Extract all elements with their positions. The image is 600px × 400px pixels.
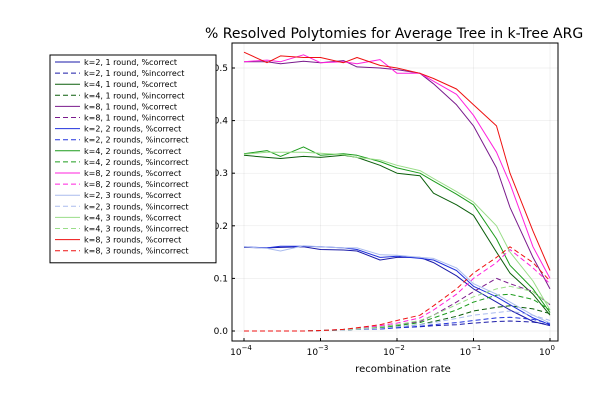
legend-label-3: k=4, 1 round, %correct — [84, 80, 177, 89]
series-line-1 — [243, 246, 551, 327]
legend-label-5: k=8, 1 round, %correct — [84, 102, 177, 111]
legend-label-10: k=4, 2 rounds, %incorrect — [84, 158, 189, 167]
x-axis-label: recombination rate — [355, 364, 451, 375]
legend-label-9: k=4, 2 rounds, %correct — [84, 147, 181, 156]
y-tick-label: 0.3 — [214, 169, 228, 179]
legend-label-18: k=8, 3 rounds, %incorrect — [84, 247, 189, 256]
legend: k=2, 1 round, %correct k=2, 1 round, %inc… — [49, 54, 217, 264]
y-axis: 0.0 0.1 0.2 0.3 0.4 0.5 — [214, 64, 235, 337]
legend-label-11: k=8, 2 rounds, %correct — [84, 169, 181, 178]
legend-label-1: k=2, 1 round, %correct — [84, 58, 177, 67]
legend-label-4: k=4, 1 round, %incorrect — [84, 91, 184, 100]
series-line-17 — [243, 51, 551, 271]
series-line-15 — [243, 151, 551, 311]
series-line-13 — [243, 245, 551, 324]
legend-box — [49, 54, 217, 264]
plot-frame — [231, 42, 559, 342]
grid — [232, 43, 558, 341]
x-tick-label: 10−3 — [307, 344, 329, 358]
series-lines — [243, 51, 551, 332]
legend-label-17: k=8, 3 rounds, %correct — [84, 236, 181, 245]
y-tick-label: 0.1 — [214, 274, 228, 284]
x-tick-exponent: −2 — [395, 344, 405, 352]
series-line-9 — [243, 146, 551, 313]
x-tick-exponent: −4 — [242, 344, 253, 352]
legend-label-2: k=2, 1 round, %incorrect — [84, 69, 184, 78]
legend-label-13: k=2, 3 rounds, %correct — [84, 191, 181, 200]
legend-label-6: k=8, 1 round, %incorrect — [84, 114, 184, 123]
x-tick-label: 100 — [539, 344, 555, 358]
x-tick-base: 10 — [307, 348, 319, 358]
x-tick-base: 10 — [460, 348, 472, 358]
x-tick-label: 10−2 — [383, 344, 405, 358]
series-line-3 — [243, 154, 551, 316]
legend-label-16: k=4, 3 rounds, %incorrect — [84, 225, 189, 234]
x-tick-base: 10 — [230, 348, 242, 358]
legend-label-12: k=8, 2 rounds, %incorrect — [84, 180, 189, 189]
legend-label-15: k=4, 3 rounds, %correct — [84, 213, 181, 222]
chart-title: % Resolved Polytomies for Average Tree i… — [205, 26, 583, 42]
y-tick-label: 0.4 — [214, 117, 229, 127]
x-axis: 10−4 10−3 10−2 10−1 100 — [230, 338, 555, 358]
y-tick-label: 0.2 — [214, 222, 228, 232]
x-tick-label: 10−1 — [460, 344, 482, 358]
legend-label-8: k=2, 2 rounds, %incorrect — [84, 136, 189, 145]
legend-label-7: k=2, 2 rounds, %correct — [84, 125, 181, 134]
x-tick-base: 10 — [383, 348, 395, 358]
x-tick-base: 10 — [539, 348, 551, 358]
legend-label-14: k=2, 3 rounds, %incorrect — [84, 202, 189, 211]
series-line-18 — [244, 246, 551, 332]
x-tick-exponent: −1 — [471, 344, 481, 352]
x-tick-exponent: −3 — [318, 344, 328, 352]
x-tick-label: 10−4 — [230, 344, 252, 358]
series-line-7 — [243, 245, 551, 326]
series-line-5 — [244, 60, 551, 290]
x-tick-exponent: 0 — [550, 344, 554, 352]
y-tick-label: 0.5 — [214, 64, 228, 74]
y-tick-label: 0.0 — [214, 327, 229, 337]
